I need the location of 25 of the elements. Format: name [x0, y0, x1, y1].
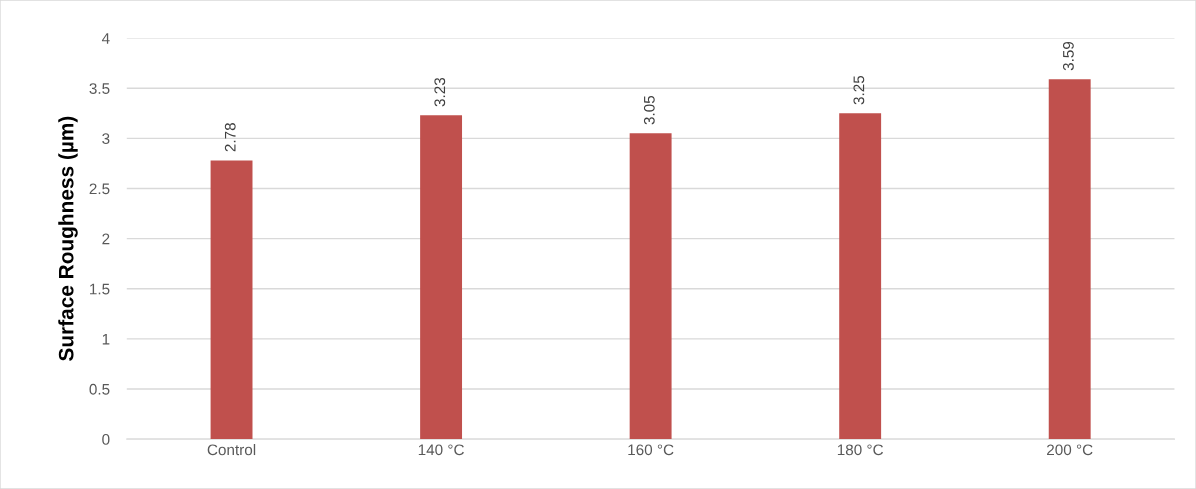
y-tick-label: 2	[102, 233, 110, 245]
y-tick-label: 0	[102, 433, 110, 445]
x-tick-label: Control	[207, 443, 256, 456]
y-tick-label: 1.5	[90, 283, 110, 295]
y-tick-label: 3.5	[89, 83, 110, 94]
data-label: 2.78	[224, 123, 236, 152]
y-tick-label: 1	[102, 333, 110, 345]
data-label: 3.23	[434, 77, 446, 107]
x-tick-label: 140 °C	[418, 444, 464, 456]
x-tick-label: 160 °C	[628, 444, 674, 456]
x-tick-label: 200 °C	[1047, 444, 1093, 456]
y-tick-label: 4	[101, 33, 110, 44]
y-tick-label: 3	[102, 133, 110, 145]
data-label: 3.25	[853, 75, 865, 105]
bar	[210, 160, 253, 440]
x-tick-label: 180 °C	[837, 444, 884, 456]
bar	[420, 115, 463, 440]
data-label: 3.05	[643, 95, 655, 125]
y-tick-label: 2.5	[89, 183, 110, 195]
bar	[1048, 79, 1091, 440]
y-tick-label: 0.5	[89, 383, 110, 395]
y-axis-title: Surface Roughness (µm)	[58, 116, 78, 361]
bar	[629, 133, 672, 440]
bar	[839, 113, 882, 440]
data-label: 3.59	[1062, 41, 1074, 71]
